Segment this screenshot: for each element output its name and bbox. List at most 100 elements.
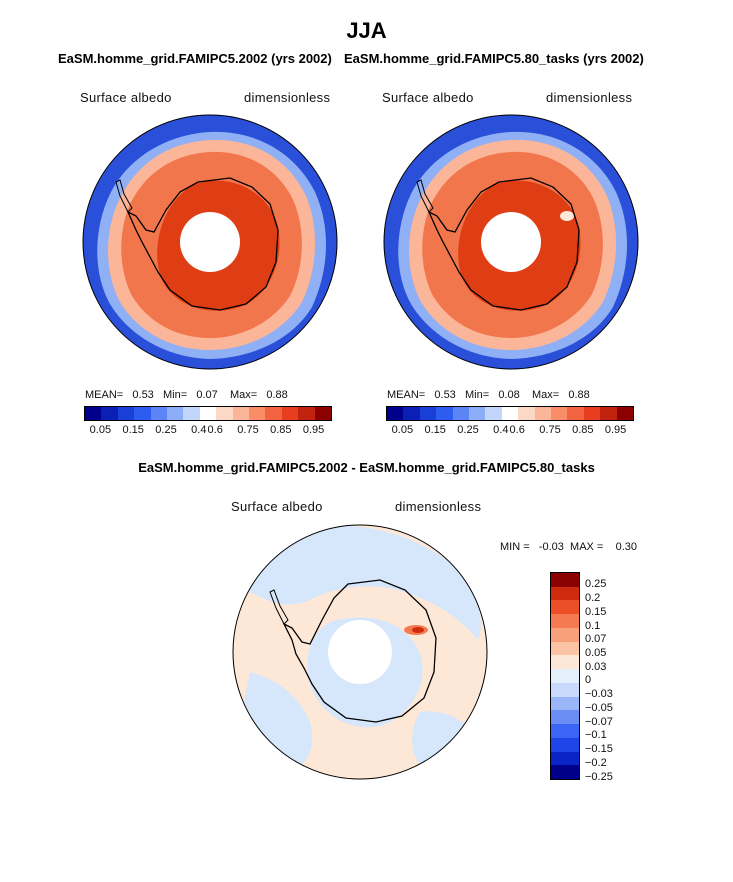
colorbar-swatch	[551, 627, 579, 642]
left-colorbar-ticks: 0.05 0.15 0.25 0.4 0.6 0.75 0.85 0.95	[84, 424, 330, 438]
left-case-title: EaSM.homme_grid.FAMIPC5.2002 (yrs 2002)	[58, 51, 332, 66]
colorbar-swatch	[403, 407, 420, 420]
pole-hole	[180, 212, 240, 272]
left-polar-map	[82, 114, 338, 370]
antarctica-coastline	[427, 177, 580, 311]
colorbar-swatch	[551, 765, 579, 780]
colorbar-tick-label: 0.15	[585, 605, 607, 618]
peninsula	[269, 589, 289, 625]
colorbar-swatch	[419, 407, 437, 420]
colorbar-swatch	[583, 407, 601, 420]
colorbar-swatch	[436, 407, 453, 420]
page-title: JJA	[346, 18, 387, 43]
colorbar-tick-label: 0.6	[509, 424, 525, 436]
colorbar-swatch	[232, 407, 250, 420]
colorbar-swatch	[551, 573, 579, 587]
left-stats: MEAN= 0.53 Min= 0.07 Max= 0.88	[85, 389, 288, 401]
colorbar-tick-label: 0.07	[585, 633, 607, 646]
diff-colorbar	[550, 572, 580, 780]
min-label: Min=	[464, 389, 490, 401]
peninsula	[115, 179, 133, 213]
pole-hole	[481, 212, 541, 272]
mean-label: MEAN=	[387, 389, 426, 401]
colorbar-tick-label: −0.1	[585, 729, 607, 742]
right-colorbar-ticks: 0.05 0.15 0.25 0.4 0.6 0.75 0.85 0.95	[386, 424, 632, 438]
mean-label: MEAN=	[85, 389, 124, 401]
colorbar-tick-label: 0.85	[270, 424, 292, 436]
colorbar-tick-label: 0.15	[424, 424, 446, 436]
max-label: Max=	[229, 389, 258, 401]
mean-value: 0.53	[132, 389, 154, 401]
colorbar-tick-label: 0.95	[604, 424, 627, 436]
colorbar-swatch	[551, 751, 579, 766]
colorbar-tick-label: 0.25	[155, 424, 177, 436]
max-value: 0.88	[568, 389, 590, 401]
colorbar-tick-label: −0.25	[585, 770, 613, 783]
diff-polar-map	[232, 524, 488, 780]
colorbar-tick-label: −0.15	[585, 743, 613, 756]
colorbar-tick-label: 0.05	[391, 424, 414, 436]
colorbar-swatch	[199, 407, 217, 420]
colorbar-swatch	[249, 407, 266, 420]
colorbar-swatch	[551, 600, 579, 615]
max-label: MAX =	[570, 541, 604, 553]
right-case-title: EaSM.homme_grid.FAMIPC5.80_tasks (yrs 20…	[344, 51, 644, 66]
colorbar-tick-label: 0.1	[585, 619, 601, 632]
colorbar-tick-label: 0.75	[237, 424, 259, 436]
diff-case-title: EaSM.homme_grid.FAMIPC5.2002 - EaSM.homm…	[138, 460, 595, 475]
colorbar-tick-label: 0.03	[585, 660, 607, 673]
colorbar-tick-label: −0.2	[585, 756, 607, 769]
colorbar-swatch	[183, 407, 200, 420]
colorbar-swatch	[452, 407, 470, 420]
colorbar-tick-label: 0.15	[122, 424, 144, 436]
colorbar-swatch	[551, 407, 568, 420]
colorbar-swatch	[551, 614, 579, 628]
colorbar-swatch	[387, 407, 404, 420]
colorbar-swatch	[469, 407, 486, 420]
colorbar-swatch	[534, 407, 552, 420]
right-variable-label: Surface albedo	[382, 90, 474, 105]
colorbar-swatch	[298, 407, 315, 420]
left-colorbar	[84, 406, 332, 421]
colorbar-tick-label: 0.4	[191, 424, 207, 436]
colorbar-tick-label: 0.2	[585, 592, 601, 605]
min-label: Min=	[162, 389, 188, 401]
right-polar-map	[383, 114, 639, 370]
colorbar-swatch	[265, 407, 282, 420]
diff-units-label: dimensionless	[395, 499, 482, 514]
colorbar-swatch	[216, 407, 233, 420]
diff-variable-label: Surface albedo	[231, 499, 323, 514]
colorbar-tick-label: 0.6	[207, 424, 223, 436]
colorbar-tick-label: 0.4	[493, 424, 509, 436]
left-units-label: dimensionless	[244, 90, 331, 105]
colorbar-swatch	[314, 407, 332, 420]
min-value: -0.03	[538, 541, 564, 553]
min-label: MIN =	[500, 541, 530, 553]
colorbar-swatch	[567, 407, 584, 420]
right-colorbar	[386, 406, 634, 421]
colorbar-tick-label: 0.25	[457, 424, 479, 436]
colorbar-tick-label: −0.05	[585, 701, 613, 714]
negative-patch	[250, 525, 481, 640]
colorbar-swatch	[551, 710, 579, 725]
max-value: 0.30	[615, 541, 638, 553]
positive-anomaly-core	[412, 627, 424, 633]
colorbar-swatch	[501, 407, 519, 420]
colorbar-swatch	[551, 669, 579, 683]
colorbar-swatch	[616, 407, 634, 420]
colorbar-swatch	[551, 641, 579, 656]
colorbar-swatch	[551, 696, 579, 711]
peninsula	[416, 179, 434, 213]
colorbar-swatch	[551, 737, 579, 752]
max-label: Max=	[531, 389, 560, 401]
mean-value: 0.53	[434, 389, 456, 401]
colorbar-swatch	[281, 407, 299, 420]
colorbar-swatch	[117, 407, 135, 420]
colorbar-swatch	[485, 407, 502, 420]
pole-hole	[328, 620, 392, 684]
colorbar-swatch	[551, 655, 579, 670]
colorbar-swatch	[518, 407, 535, 420]
colorbar-tick-label: 0.75	[539, 424, 561, 436]
right-stats: MEAN= 0.53 Min= 0.08 Max= 0.88	[387, 389, 590, 401]
colorbar-tick-label: 0.25	[585, 578, 607, 591]
